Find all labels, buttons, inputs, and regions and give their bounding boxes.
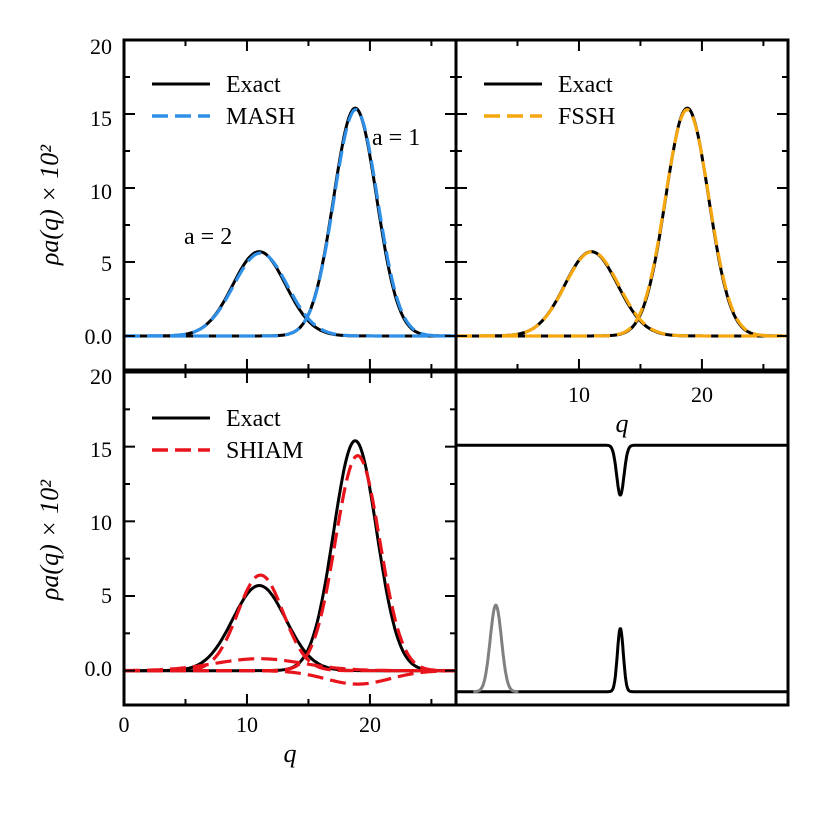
series-fssh-state-2 <box>455 108 789 338</box>
y-tick-label-10: 10 <box>90 179 112 204</box>
legend-bottom-left: Exact SHIAM <box>152 406 303 464</box>
legend-label-exact: Exact <box>226 406 281 432</box>
legend-label-exact: Exact <box>558 72 613 98</box>
x-tick-label-20-top: 20 <box>691 382 713 407</box>
legend-label-shiam: SHIAM <box>226 438 303 464</box>
series-lower-state <box>455 627 789 694</box>
y-tick-label-15: 15 <box>90 437 112 462</box>
series-shiam-state-1 <box>123 657 457 673</box>
legend-top-right: Exact FSSH <box>484 72 615 130</box>
panel-top-right: 10 20 q Exact FSSH <box>454 38 790 438</box>
x-axis-label-bottom-left: q <box>284 739 297 768</box>
legend-label-mash: MASH <box>226 104 295 130</box>
y-tick-label-0: 0.0 <box>85 656 113 681</box>
curves-bottom-right <box>455 443 789 694</box>
y-axis-label-top: ρa(q) × 10² <box>35 144 64 266</box>
x-tick-label-10-top: 10 <box>568 382 590 407</box>
series-mash-state-2 <box>123 108 457 338</box>
x-axis-label-top-right: q <box>616 409 629 438</box>
annotation-a1: a = 1 <box>372 125 420 151</box>
panel-bottom-left: 0.0 5 10 15 20 0 10 20 q ρa(q) × 10² Exa… <box>35 364 458 768</box>
curves-top-left <box>123 106 457 338</box>
series-shiam-state-2 <box>123 454 457 673</box>
y-tick-labels-top-left: 0.0 5 10 15 20 <box>85 34 113 349</box>
y-tick-label-20: 20 <box>90 364 112 389</box>
y-tick-label-0: 0.0 <box>85 324 113 349</box>
series-exact-state-2 <box>123 439 457 673</box>
series-wavepacket <box>472 603 520 694</box>
y-tick-label-20: 20 <box>90 34 112 59</box>
series-shiam-state-2 <box>123 669 457 686</box>
y-tick-label-5: 5 <box>101 583 112 608</box>
frame-bottom-right <box>454 370 790 707</box>
curves-top-right <box>455 106 789 338</box>
panel-top-left: 0.0 5 10 15 20 ρa(q) × 10² Exact MASH a … <box>35 34 458 372</box>
series-upper-state <box>455 443 789 497</box>
x-tick-label-0: 0 <box>119 712 130 737</box>
legend-label-exact: Exact <box>226 72 281 98</box>
y-tick-label-5: 5 <box>101 251 112 276</box>
y-tick-label-15: 15 <box>90 106 112 131</box>
series-exact-state-2 <box>455 106 789 338</box>
y-axis-label-bottom: ρa(q) × 10² <box>35 479 64 601</box>
y-tick-labels-bottom-left: 0.0 5 10 15 20 <box>85 364 113 681</box>
panel-bottom-right <box>454 370 790 707</box>
curves-bottom-left <box>123 439 457 686</box>
legend-top-left: Exact MASH <box>152 72 295 130</box>
legend-label-fssh: FSSH <box>558 104 615 130</box>
frame-top-right <box>454 38 790 372</box>
x-tick-label-10: 10 <box>236 712 258 737</box>
y-tick-label-10: 10 <box>90 510 112 535</box>
annotation-a2: a = 2 <box>184 224 232 250</box>
x-tick-label-20: 20 <box>359 712 381 737</box>
